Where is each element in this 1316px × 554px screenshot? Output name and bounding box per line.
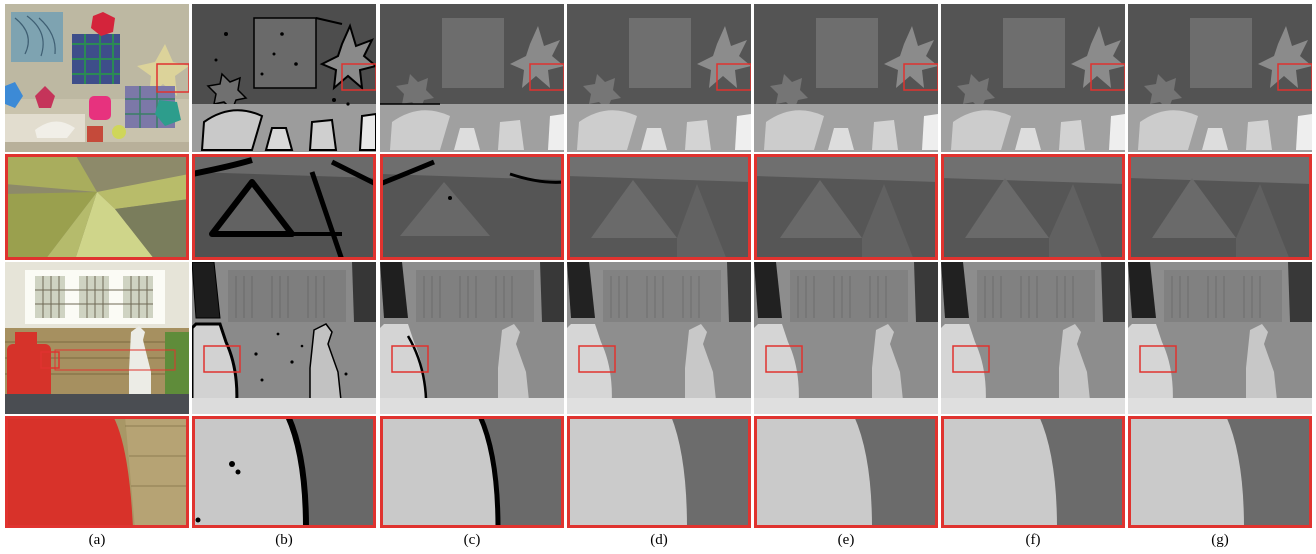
bottle-depth-d-zoom: [567, 416, 751, 528]
column-label-a: (a): [88, 532, 106, 548]
bottle-depth-g-zoom: [1128, 416, 1312, 528]
origami-depth-raw-zoom: [192, 154, 376, 260]
origami-depth-f-zoom: [941, 154, 1125, 260]
column-b: [192, 4, 376, 528]
origami-depth-e-zoom: [754, 154, 938, 260]
origami-depth-g-zoom: [1128, 154, 1312, 260]
column-d: [567, 4, 751, 528]
laundry-depth-raw: [192, 262, 376, 414]
origami-depth-c-zoom: [380, 154, 564, 260]
laundry-depth-d: [567, 262, 751, 414]
origami-depth-e: [754, 4, 938, 152]
column-label-g: (g): [1211, 532, 1229, 548]
bottle-depth-e-zoom: [754, 416, 938, 528]
bottle-depth-raw-zoom: [192, 416, 376, 528]
origami-depth-f: [941, 4, 1125, 152]
column-label-e: (e): [837, 532, 855, 548]
column-e: [754, 4, 938, 528]
origami-depth-d-zoom: [567, 154, 751, 260]
laundry-depth-g: [1128, 262, 1312, 414]
column-label-b: (b): [275, 532, 293, 548]
column-f: [941, 4, 1125, 528]
column-label-f: (f): [1025, 532, 1041, 548]
laundry-scene-color: [5, 262, 189, 414]
column-label-c: (c): [463, 532, 481, 548]
origami-star-zoom-color: [5, 154, 189, 260]
column-g: [1128, 4, 1312, 528]
laundry-depth-e: [754, 262, 938, 414]
origami-depth-c: [380, 4, 564, 152]
bottle-zoom-color: [5, 416, 189, 528]
origami-depth-raw: [192, 4, 376, 152]
laundry-depth-c: [380, 262, 564, 414]
bottle-depth-c-zoom: [380, 416, 564, 528]
bottle-depth-f-zoom: [941, 416, 1125, 528]
origami-scene-color: [5, 4, 189, 152]
column-a: [5, 4, 189, 528]
column-label-d: (d): [650, 532, 668, 548]
column-c: [380, 4, 564, 528]
origami-depth-g: [1128, 4, 1312, 152]
laundry-depth-f: [941, 262, 1125, 414]
origami-depth-d: [567, 4, 751, 152]
